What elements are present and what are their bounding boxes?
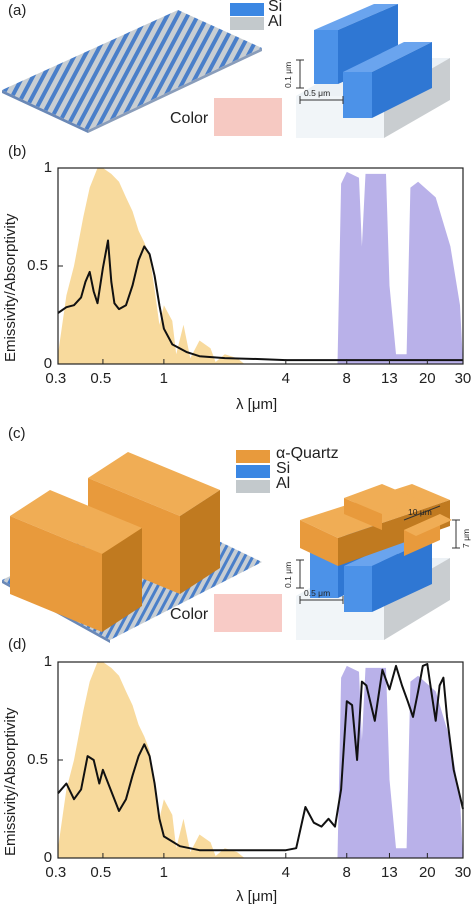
- solar-spectrum-area: [58, 168, 245, 364]
- legend-al-label-a: Al: [268, 13, 283, 30]
- panel-d-ylabel: Emissivity/Absorptivity: [2, 707, 19, 856]
- emissivity-line: [57, 239, 463, 362]
- y-tick-label: 0.5: [27, 751, 48, 768]
- panel-a-grating-illustration: [2, 10, 262, 133]
- x-tick-label: 4: [281, 864, 290, 881]
- emissivity-line: [57, 663, 464, 852]
- y-tick-label: 0.5: [27, 257, 48, 274]
- panel-d-xlabel: λ [μm]: [236, 888, 278, 905]
- solar-spectrum-area: [58, 662, 245, 858]
- x-tick-label: 1: [159, 370, 169, 387]
- atmospheric-window-area: [337, 171, 463, 364]
- legend-si-label-a: Si: [268, 0, 283, 15]
- dim-width-label-a: 0.5 μm: [304, 88, 331, 98]
- panel-b-spectrum-chart: [57, 167, 464, 365]
- panel-b-xlabel: λ [μm]: [236, 396, 278, 413]
- x-tick-label: 1: [159, 864, 169, 881]
- dim-height-label-c: 0.1 μm: [283, 561, 293, 588]
- x-tick-label: 0.3: [45, 370, 67, 387]
- legend-quartz-label-c: α-Quartz: [276, 445, 339, 462]
- panel-b-ylabel: Emissivity/Absorptivity: [2, 213, 19, 362]
- y-tick-label: 1: [43, 159, 53, 176]
- legend-si-swatch-a: [230, 3, 264, 16]
- panel-d-label: (d): [8, 636, 27, 653]
- panel-c-quartz-grating-illustration: [2, 452, 262, 643]
- x-tick-label: 20: [418, 370, 436, 387]
- legend-al-swatch-c: [236, 480, 270, 493]
- color-label-c: Color: [170, 606, 209, 623]
- x-tick-label: 13: [381, 864, 398, 881]
- panel-d-spectrum-chart: [57, 661, 464, 859]
- x-tick-label: 30: [454, 370, 472, 387]
- legend-si-label-c: Si: [276, 460, 291, 477]
- x-tick-label: 8: [342, 864, 351, 881]
- color-swatch-c: [214, 594, 282, 632]
- panel-a-unit-cell-illustration: [296, 4, 450, 138]
- y-tick-label: 0: [43, 849, 53, 866]
- x-tick-label: 0.5: [90, 370, 112, 387]
- x-tick-label: 0.3: [45, 864, 67, 881]
- x-tick-label: 20: [418, 864, 436, 881]
- dim-width-label-c: 0.5 μm: [304, 588, 331, 598]
- dim-height-label-a: 0.1 μm: [283, 61, 293, 88]
- panel-b-label: (b): [8, 143, 27, 160]
- x-tick-label: 0.5: [90, 864, 112, 881]
- legend-si-swatch-c: [236, 465, 270, 478]
- dim-quartz-width-label-c: 10 μm: [408, 507, 432, 517]
- x-tick-label: 30: [454, 864, 472, 881]
- y-tick-label: 0: [43, 355, 53, 372]
- legend-al-label-c: Al: [276, 475, 291, 492]
- x-tick-label: 4: [281, 370, 290, 387]
- panel-c-label: (c): [8, 425, 26, 442]
- legend-al-swatch-a: [230, 17, 264, 30]
- atmospheric-window-area: [337, 665, 463, 858]
- x-tick-label: 13: [381, 370, 398, 387]
- color-swatch-a: [214, 98, 282, 136]
- panel-c-unit-cell-illustration: [296, 484, 460, 640]
- panel-a-label: (a): [8, 2, 27, 19]
- color-label-a: Color: [170, 110, 209, 127]
- y-tick-label: 1: [43, 653, 53, 670]
- x-tick-label: 8: [342, 370, 351, 387]
- dim-quartz-height-label-c: 7 μm: [461, 528, 471, 548]
- legend-quartz-swatch-c: [236, 450, 270, 463]
